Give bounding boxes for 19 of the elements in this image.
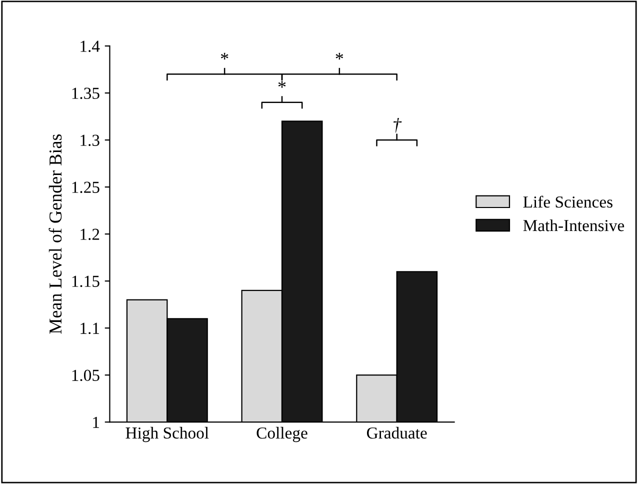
x-tick-label: Graduate [366, 426, 427, 439]
annotation: * [336, 52, 344, 60]
x-tick-label: College [256, 426, 308, 442]
y-axis-title: Mean Level of Gender Bias [48, 134, 62, 334]
legend-label: Math-Intensive [523, 219, 624, 232]
annotation: * [278, 81, 286, 88]
legend-label: Life Sciences [523, 196, 612, 208]
y-tick-label: 1.35 [72, 88, 100, 100]
annotation: † [394, 118, 402, 133]
y-tick-label: 1.3 [80, 134, 100, 146]
y-tick-label: 1.25 [72, 182, 100, 194]
y-tick-label: 1.15 [72, 276, 100, 288]
y-tick-label: 1.1 [80, 322, 100, 334]
annotation: * [220, 52, 228, 60]
y-tick-label: 1.4 [80, 40, 100, 52]
y-tick-label: 1.05 [72, 370, 100, 382]
y-tick-label: 1.2 [80, 228, 100, 240]
y-tick-label: 1 [93, 416, 100, 428]
x-tick-label: High School [126, 426, 209, 442]
